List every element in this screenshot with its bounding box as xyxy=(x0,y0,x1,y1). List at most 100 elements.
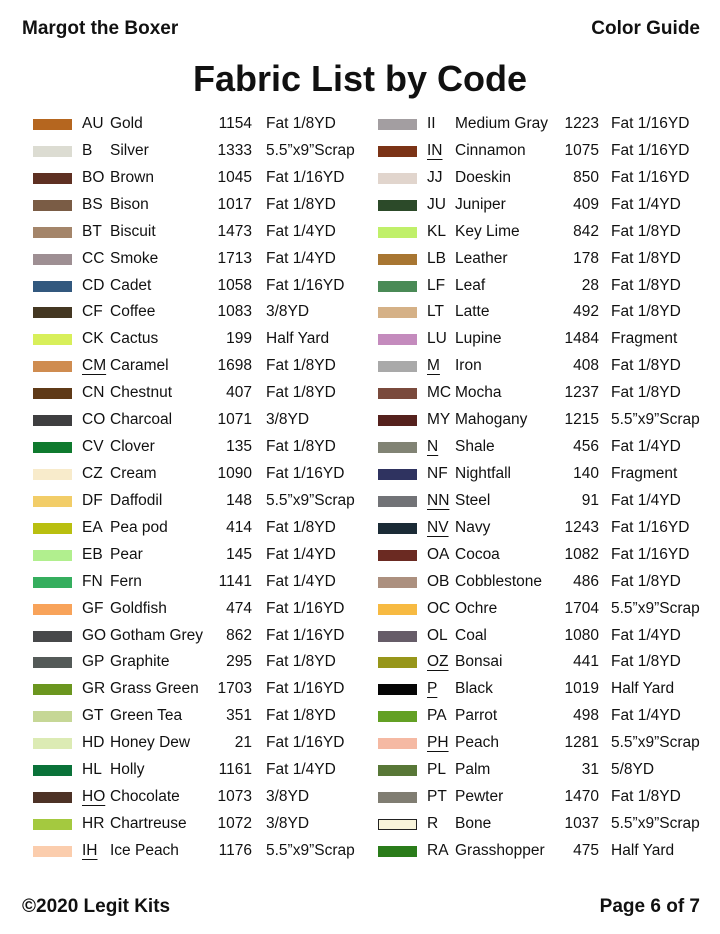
fabric-code: CF xyxy=(82,303,103,321)
fabric-number: 1080 xyxy=(564,626,599,644)
fabric-name: Cobblestone xyxy=(455,572,543,590)
fabric-name: Charcoal xyxy=(110,411,173,429)
fabric-name: Pear xyxy=(110,545,143,563)
fabric-name: Iron xyxy=(455,357,482,375)
color-swatch xyxy=(33,765,72,777)
fabric-number: 1243 xyxy=(564,518,599,536)
fabric-size: Fat 1/16YD xyxy=(266,680,345,698)
fabric-code: CD xyxy=(82,276,105,294)
fabric-name: Honey Dew xyxy=(110,734,191,752)
fabric-code: B xyxy=(82,141,93,159)
fabric-number: 199 xyxy=(226,330,252,348)
fabric-size: Fat 1/8YD xyxy=(266,438,336,456)
fabric-number: 140 xyxy=(573,464,599,482)
fabric-size: Fat 1/8YD xyxy=(266,115,336,132)
fabric-number: 1017 xyxy=(217,195,252,213)
fabric-code: R xyxy=(427,814,439,832)
fabric-code: MY xyxy=(427,411,451,429)
fabric-code: JU xyxy=(427,195,446,213)
fabric-number: 850 xyxy=(573,168,599,186)
fabric-size: Fat 1/16YD xyxy=(266,168,345,186)
fabric-number: 1019 xyxy=(564,680,599,698)
fabric-number: 1470 xyxy=(564,788,599,806)
fabric-code: GP xyxy=(82,653,105,671)
fabric-name: Ochre xyxy=(455,599,498,617)
color-swatch xyxy=(378,442,417,454)
fabric-name: Bison xyxy=(110,195,149,213)
color-swatch xyxy=(378,119,417,130)
fabric-name: Coal xyxy=(455,626,487,644)
fabric-size: Fat 1/16YD xyxy=(266,734,345,752)
fabric-name: Goldfish xyxy=(110,599,167,617)
fabric-name: Navy xyxy=(455,518,491,536)
fabric-code: GF xyxy=(82,599,104,617)
fabric-code: OC xyxy=(427,599,451,617)
fabric-number: 407 xyxy=(226,384,252,402)
fabric-code: M xyxy=(427,357,440,375)
fabric-number: 441 xyxy=(573,653,599,671)
color-swatch xyxy=(378,495,417,507)
fabric-number: 1713 xyxy=(217,249,252,267)
fabric-code: CM xyxy=(82,357,107,375)
fabric-name: Cinnamon xyxy=(455,141,526,159)
fabric-number: 1037 xyxy=(564,814,599,832)
color-swatch xyxy=(378,818,417,830)
color-swatch xyxy=(378,765,417,777)
fabric-size: 3/8YD xyxy=(266,788,310,806)
fabric-name: Graphite xyxy=(110,653,170,671)
fabric-number: 1161 xyxy=(218,761,252,779)
fabric-size: Fat 1/4YD xyxy=(611,195,681,213)
fabric-size: Fat 1/16YD xyxy=(611,141,690,159)
fabric-size: 3/8YD xyxy=(266,303,310,321)
color-swatch xyxy=(33,442,72,454)
fabric-number: 492 xyxy=(573,303,599,321)
fabric-size: Fat 1/16YD xyxy=(266,464,345,482)
fabric-code: BT xyxy=(82,222,102,240)
fabric-size: Fat 1/8YD xyxy=(611,653,681,671)
fabric-size: 5.5”x9”Scrap xyxy=(611,599,700,617)
fabric-size: Fat 1/8YD xyxy=(611,384,681,402)
fabric-number: 1045 xyxy=(217,168,252,186)
fabric-number: 1090 xyxy=(217,464,252,482)
page-number: Page 6 of 7 xyxy=(599,896,700,917)
fabric-number: 351 xyxy=(226,707,252,725)
fabric-number: 1237 xyxy=(564,384,599,402)
fabric-size: Fat 1/16YD xyxy=(266,599,345,617)
fabric-code: CC xyxy=(82,249,105,267)
fabric-name: Peach xyxy=(455,734,499,752)
color-swatch xyxy=(33,549,72,561)
color-swatch xyxy=(378,226,417,238)
fabric-name: Parrot xyxy=(455,707,498,725)
fabric-number: 1703 xyxy=(217,680,252,698)
fabric-number: 486 xyxy=(573,572,599,590)
fabric-number: 1073 xyxy=(217,788,252,806)
fabric-number: 178 xyxy=(573,249,599,267)
fabric-size: Fat 1/4YD xyxy=(266,761,336,779)
color-swatch xyxy=(378,388,417,400)
fabric-size: 3/8YD xyxy=(266,814,310,832)
fabric-number: 498 xyxy=(573,707,599,725)
color-swatch xyxy=(378,253,417,265)
fabric-size: Fat 1/4YD xyxy=(611,707,681,725)
fabric-code: GT xyxy=(82,707,104,725)
fabric-name: Mahogany xyxy=(455,411,528,429)
fabric-number: 135 xyxy=(226,438,252,456)
color-swatch xyxy=(33,522,72,534)
fabric-number: 1484 xyxy=(564,330,599,348)
color-swatch xyxy=(33,145,72,157)
fabric-size: Fragment xyxy=(611,464,678,482)
fabric-name: Doeskin xyxy=(455,168,511,186)
fabric-number: 1083 xyxy=(217,303,252,321)
color-swatch xyxy=(378,468,417,480)
fabric-code: CO xyxy=(82,411,106,429)
fabric-size: Half Yard xyxy=(611,680,675,698)
fabric-number: 1072 xyxy=(217,814,252,832)
color-swatch xyxy=(378,280,417,292)
fabric-size: Fat 1/8YD xyxy=(266,653,336,671)
fabric-name: Steel xyxy=(455,491,491,509)
fabric-code: IN xyxy=(427,141,443,159)
fabric-number: 1281 xyxy=(564,734,599,752)
fabric-code: RA xyxy=(427,841,449,859)
color-swatch xyxy=(33,603,72,615)
fabric-name: Latte xyxy=(455,303,490,321)
